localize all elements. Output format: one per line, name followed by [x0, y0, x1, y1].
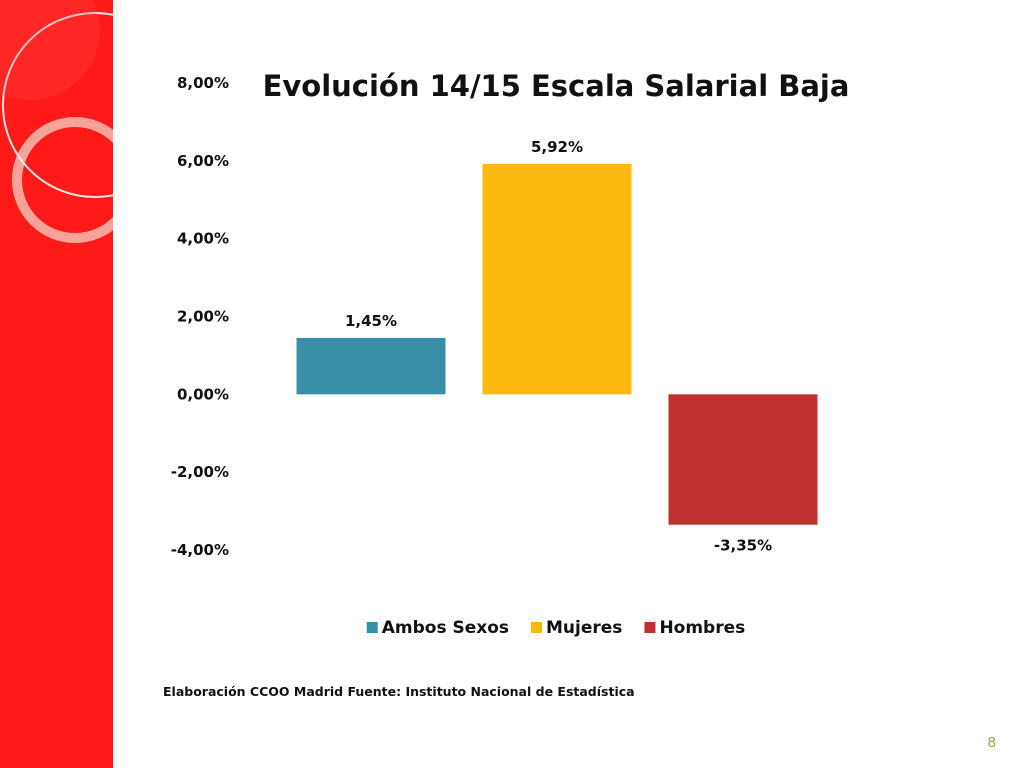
- chart-legend: Ambos Sexos Mujeres Hombres: [366, 618, 745, 638]
- legend-label: Hombres: [659, 618, 745, 638]
- data-label: 1,45%: [345, 312, 397, 330]
- legend-label: Mujeres: [546, 618, 622, 638]
- y-tick-label: 4,00%: [177, 230, 229, 248]
- data-labels: 1,45% 5,92% -3,35%: [345, 138, 772, 555]
- legend-swatch: [644, 622, 656, 633]
- bar-ambos-sexos: [296, 337, 446, 395]
- data-label: 5,92%: [531, 138, 583, 156]
- decorative-side-band: [0, 0, 113, 768]
- legend-item: Hombres: [644, 618, 745, 638]
- legend-swatch: [366, 622, 378, 633]
- decorative-rings-graphic: [0, 0, 113, 768]
- y-tick-label: -4,00%: [171, 541, 229, 559]
- y-tick-label: 8,00%: [177, 74, 229, 92]
- y-axis-ticks: 8,00% 6,00% 4,00% 2,00% 0,00% -2,00% -4,00%: [171, 74, 229, 559]
- legend-label: Ambos Sexos: [382, 618, 509, 638]
- bars: [296, 163, 818, 525]
- legend-item: Mujeres: [531, 618, 622, 638]
- y-tick-label: 0,00%: [177, 385, 229, 403]
- y-tick-label: -2,00%: [171, 463, 229, 481]
- source-note: Elaboración CCOO Madrid Fuente: Institut…: [163, 684, 635, 699]
- legend-item: Ambos Sexos: [366, 618, 509, 638]
- bar-mujeres: [482, 163, 632, 395]
- y-tick-label: 6,00%: [177, 152, 229, 170]
- page-number: 8: [987, 734, 996, 751]
- legend-swatch: [531, 622, 543, 633]
- bar-hombres: [668, 394, 818, 525]
- data-label: -3,35%: [714, 537, 772, 555]
- y-tick-label: 2,00%: [177, 308, 229, 326]
- chart-title: Evolución 14/15 Escala Salarial Baja: [263, 69, 850, 103]
